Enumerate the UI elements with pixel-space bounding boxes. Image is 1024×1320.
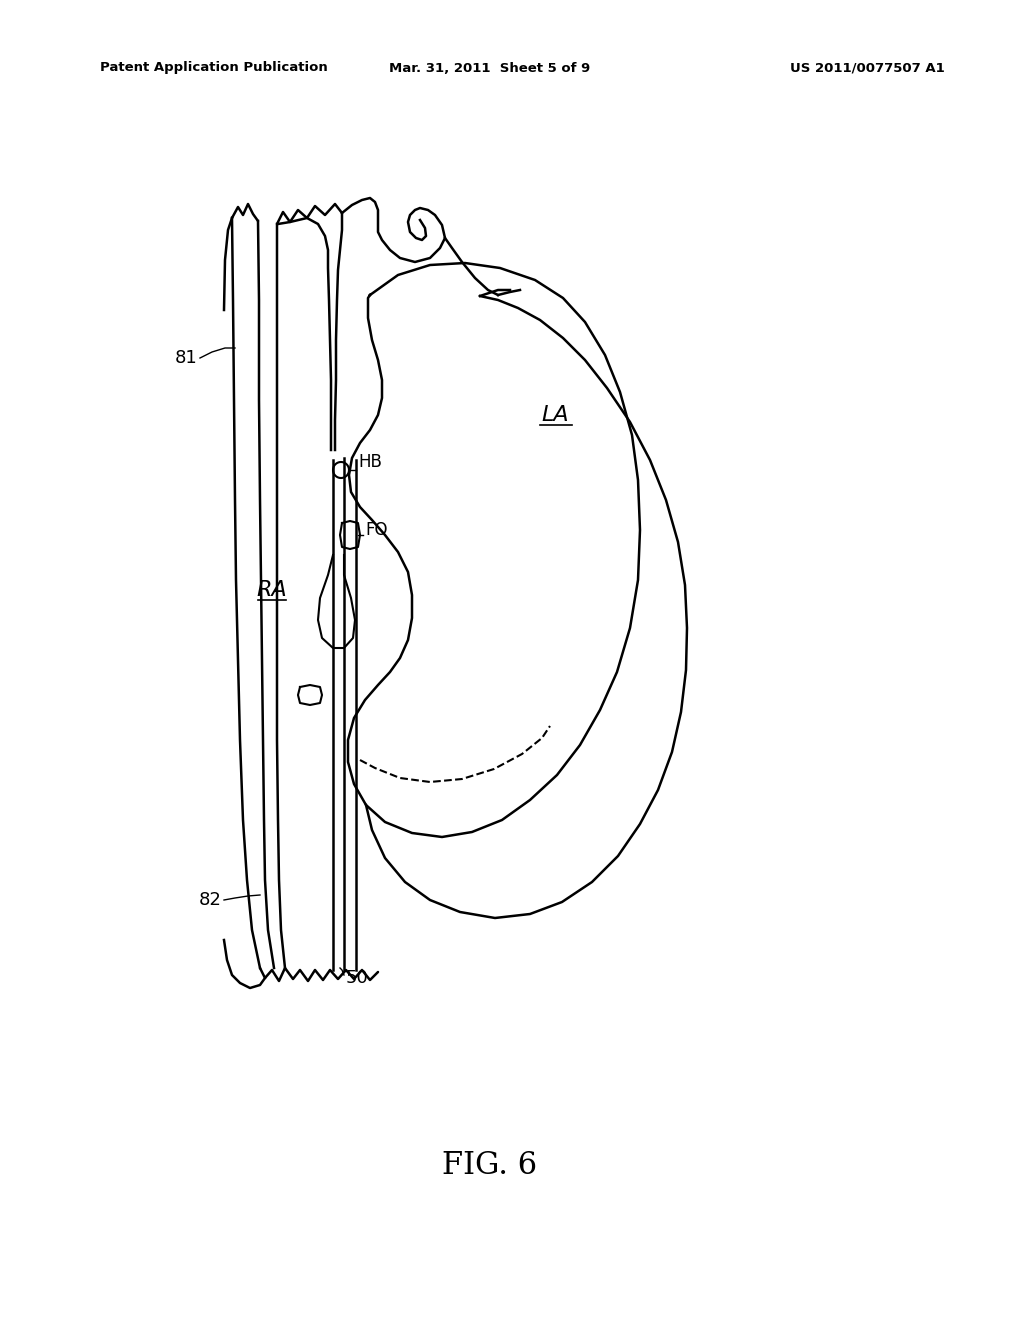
Text: Mar. 31, 2011  Sheet 5 of 9: Mar. 31, 2011 Sheet 5 of 9 bbox=[389, 62, 591, 74]
Text: RA: RA bbox=[257, 579, 288, 601]
Text: 81: 81 bbox=[175, 348, 198, 367]
Text: 50: 50 bbox=[346, 969, 369, 987]
Text: HB: HB bbox=[358, 453, 382, 471]
Text: US 2011/0077507 A1: US 2011/0077507 A1 bbox=[790, 62, 945, 74]
Text: 82: 82 bbox=[199, 891, 222, 909]
Text: Patent Application Publication: Patent Application Publication bbox=[100, 62, 328, 74]
Text: FO: FO bbox=[365, 521, 387, 539]
Text: FIG. 6: FIG. 6 bbox=[442, 1150, 538, 1180]
Text: LA: LA bbox=[542, 405, 568, 425]
